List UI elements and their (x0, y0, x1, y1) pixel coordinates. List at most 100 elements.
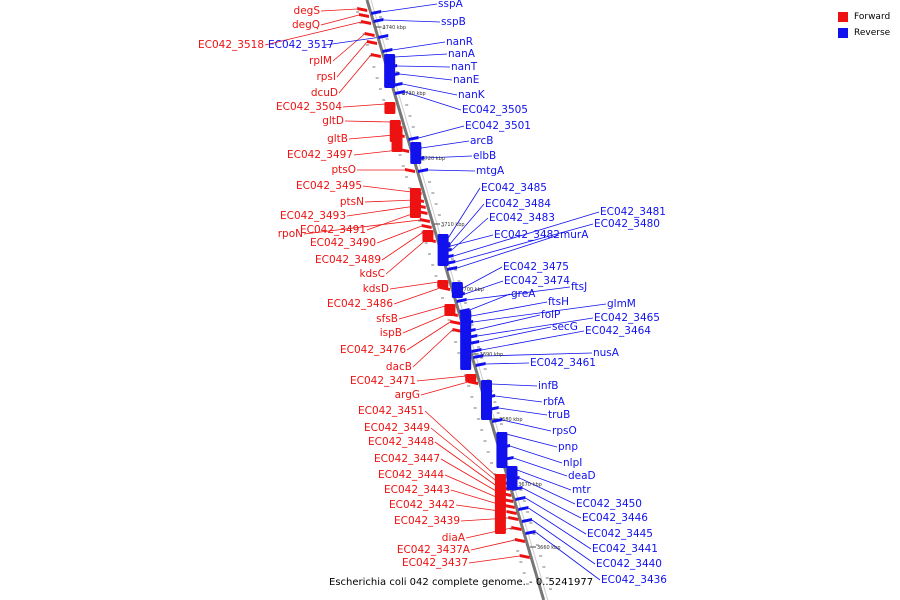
reverse-label-connector (456, 234, 560, 269)
forward-gene-block (465, 374, 477, 382)
reverse-label-connector (462, 266, 503, 289)
forward-label-connector (430, 427, 498, 483)
reverse-label-connector (528, 507, 592, 550)
forward-gene-block (437, 280, 449, 288)
forward-gene-feature (452, 328, 463, 333)
reverse-gene-label: greA (511, 288, 536, 300)
reverse-gene-block (451, 282, 463, 298)
reverse-label-connector (421, 140, 470, 149)
reverse-gene-label: EC042_3441 (592, 543, 658, 555)
forward-gene-feature (421, 224, 432, 229)
reverse-gene-label: EC042_3505 (462, 104, 528, 116)
forward-label-connector (332, 33, 365, 62)
reverse-label-connector (506, 433, 558, 448)
forward-label-connector (416, 375, 467, 382)
reverse-gene-label: infB (538, 380, 558, 392)
forward-gene-label: ptsO (331, 164, 356, 176)
reverse-gene-label: secG (552, 321, 578, 333)
reverse-gene-label: EC042_3475 (503, 261, 569, 273)
reverse-label-connector (485, 362, 530, 365)
reverse-gene-label: elbB (473, 150, 496, 162)
forward-label-connector (434, 441, 500, 489)
forward-gene-label: gltB (327, 133, 348, 145)
legend-item-reverse: Reverse (838, 25, 890, 41)
forward-gene-label: EC042_3439 (394, 515, 460, 527)
legend-label-forward: Forward (854, 12, 891, 22)
reverse-gene-label: EC042_3517 (268, 39, 334, 51)
reverse-gene-block (496, 432, 508, 468)
reverse-gene-label: EC042_3440 (596, 558, 662, 570)
forward-label-connector (348, 134, 395, 140)
forward-label-connector (402, 313, 448, 334)
reverse-label-connector (453, 211, 600, 257)
forward-label-connector (344, 120, 391, 123)
gene-features (357, 7, 536, 559)
forward-gene-label: diaA (442, 532, 466, 544)
reverse-gene-feature (373, 18, 384, 23)
reverse-gene-block (506, 466, 518, 490)
reverse-label-connector (483, 352, 593, 357)
forward-gene-feature (370, 53, 381, 58)
reverse-label-connector (383, 19, 441, 23)
reverse-label-connector (491, 383, 538, 387)
scale-tick-label: 3700 kbp (460, 287, 484, 293)
forward-gene-block (494, 474, 506, 534)
reverse-gene-feature (515, 496, 526, 501)
forward-label-connector (303, 219, 420, 235)
reverse-label-connector (381, 3, 438, 13)
forward-label-connector (381, 231, 424, 261)
reverse-gene-feature (471, 348, 482, 353)
reverse-label-connector (402, 83, 458, 96)
reverse-gene-feature (469, 340, 480, 345)
forward-gene-label: EC042_3449 (364, 422, 430, 434)
reverse-label-connector (464, 280, 504, 295)
forward-gene-feature (358, 13, 369, 18)
reverse-label-connector (392, 41, 446, 51)
reverse-label-connector (473, 303, 607, 323)
reverse-label-connector (481, 330, 585, 351)
forward-gene-label: EC042_3442 (389, 499, 455, 511)
reverse-label-connector (404, 91, 462, 111)
forward-gene-feature (506, 510, 517, 515)
reverse-label-connector (495, 395, 543, 403)
reverse-gene-label: folP (541, 309, 560, 321)
reverse-gene-label: EC042_3445 (587, 528, 653, 540)
reverse-gene-feature (525, 530, 536, 535)
forward-gene-label: EC042_3444 (378, 469, 444, 481)
reverse-gene-label: nanK (458, 89, 486, 101)
reverse-swatch (838, 28, 848, 38)
reverse-label-connector (466, 286, 571, 301)
forward-gene-label: EC042_3489 (315, 254, 381, 266)
forward-gene-label: rplM (309, 55, 332, 67)
reverse-label-connector (475, 314, 541, 331)
reverse-gene-label: truB (548, 409, 570, 421)
reverse-label-connector (516, 469, 572, 491)
reverse-gene-feature (418, 168, 429, 173)
forward-gene-feature (405, 168, 416, 173)
reverse-gene-label: nanR (446, 36, 473, 48)
reverse-gene-label: mtgA (476, 165, 505, 177)
forward-gene-label: EC042_3486 (327, 298, 393, 310)
scale-tick-label: 3720 kbp (421, 156, 445, 162)
reverse-label-connector (394, 53, 448, 58)
forward-gene-label: EC042_3447 (374, 453, 440, 465)
forward-label-connector (444, 474, 504, 501)
reverse-label-connector (447, 187, 481, 239)
reverse-gene-label: rbfA (543, 396, 566, 408)
forward-label-connector (366, 211, 418, 231)
forward-gene-label: ptsN (340, 196, 364, 208)
forward-gene-feature (519, 554, 530, 559)
reverse-label-connector (525, 497, 587, 535)
reverse-gene-feature (492, 418, 503, 423)
reverse-gene-label: nusA (593, 347, 620, 359)
reverse-gene-label: sspA (438, 0, 464, 10)
legend-item-forward: Forward (838, 9, 890, 25)
reverse-label-connector (455, 223, 594, 263)
forward-gene-label: argG (395, 389, 420, 401)
forward-gene-feature (357, 7, 368, 12)
reverse-gene-label: EC042_3465 (594, 312, 660, 324)
forward-label-connector (320, 14, 360, 26)
forward-gene-feature (450, 320, 461, 325)
reverse-label-connector (522, 487, 582, 519)
reverse-gene-label: pnp (558, 441, 578, 453)
